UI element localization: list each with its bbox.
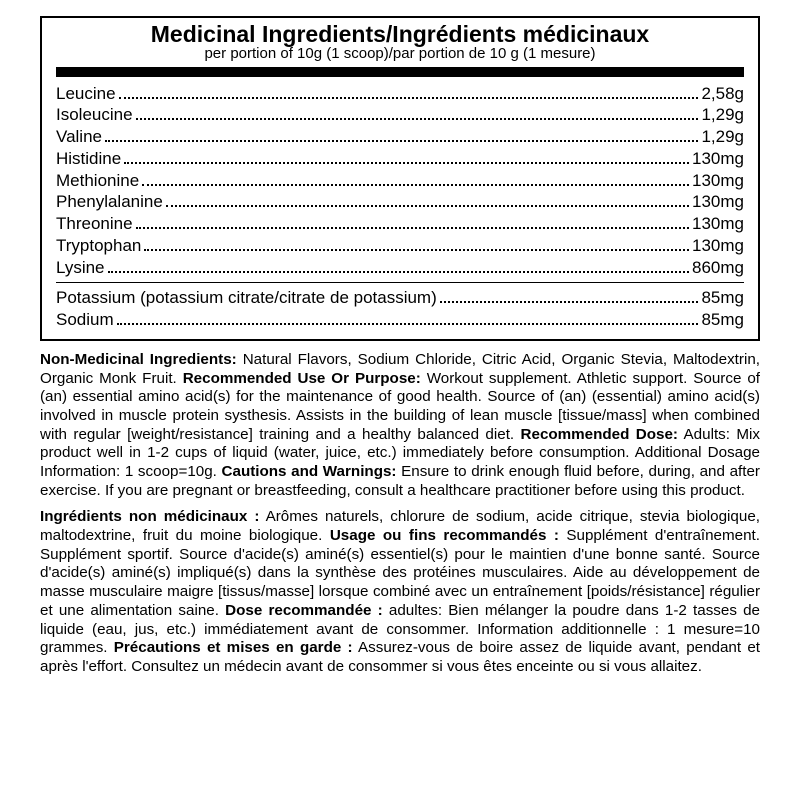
leader-dots <box>117 323 699 325</box>
ingredient-name: Threonine <box>56 213 133 235</box>
ingredient-name: Potassium (potassium citrate/citrate de … <box>56 287 437 309</box>
leader-dots <box>124 162 689 164</box>
ingredient-group-2: Potassium (potassium citrate/citrate de … <box>56 287 744 331</box>
ingredient-group-1: Leucine 2,58gIsoleucine 1,29gValine 1,29… <box>56 83 744 279</box>
ingredient-name: Sodium <box>56 309 114 331</box>
ingredients-panel: Medicinal Ingredients/Ingrédients médici… <box>40 16 760 341</box>
divider-thick <box>56 67 744 77</box>
ingredient-name: Leucine <box>56 83 116 105</box>
ingredient-row: Potassium (potassium citrate/citrate de … <box>56 287 744 309</box>
ingredient-value: 130mg <box>692 148 744 170</box>
ingredient-value: 1,29g <box>701 126 744 148</box>
ingredient-name: Isoleucine <box>56 104 133 126</box>
heading-dose-en: Recommended Dose: <box>521 426 678 443</box>
ingredient-name: Lysine <box>56 257 105 279</box>
leader-dots <box>136 118 699 120</box>
leader-dots <box>119 97 699 99</box>
leader-dots <box>166 205 689 207</box>
ingredient-value: 130mg <box>692 170 744 192</box>
ingredient-row: Tryptophan 130mg <box>56 235 744 257</box>
leader-dots <box>136 227 689 229</box>
ingredient-row: Methionine 130mg <box>56 170 744 192</box>
panel-subtitle: per portion of 10g (1 scoop)/par portion… <box>56 46 744 63</box>
ingredient-row: Sodium 85mg <box>56 309 744 331</box>
ingredient-value: 2,58g <box>701 83 744 105</box>
heading-warn-fr: Précautions et mises en garde : <box>114 639 353 656</box>
heading-use-en: Recommended Use Or Purpose: <box>183 370 421 387</box>
panel-title: Medicinal Ingredients/Ingrédients médici… <box>56 22 744 46</box>
paragraph-english: Non-Medicinal Ingredients: Natural Flavo… <box>40 351 760 501</box>
ingredient-row: Phenylalanine 130mg <box>56 191 744 213</box>
ingredient-name: Phenylalanine <box>56 191 163 213</box>
leader-dots <box>144 249 689 251</box>
leader-dots <box>105 140 698 142</box>
ingredient-value: 85mg <box>701 309 744 331</box>
ingredient-value: 130mg <box>692 191 744 213</box>
leader-dots <box>440 301 699 303</box>
ingredient-name: Histidine <box>56 148 121 170</box>
ingredient-row: Threonine 130mg <box>56 213 744 235</box>
ingredient-row: Isoleucine 1,29g <box>56 104 744 126</box>
ingredient-value: 1,29g <box>701 104 744 126</box>
ingredient-value: 860mg <box>692 257 744 279</box>
ingredient-value: 130mg <box>692 235 744 257</box>
heading-dose-fr: Dose recommandée : <box>225 602 383 619</box>
heading-nonmedicinal-fr: Ingrédients non médicinaux : <box>40 508 259 525</box>
heading-warn-en: Cautions and Warnings: <box>222 463 397 480</box>
ingredient-row: Leucine 2,58g <box>56 83 744 105</box>
ingredient-name: Tryptophan <box>56 235 141 257</box>
divider-thin <box>56 282 744 283</box>
ingredient-name: Methionine <box>56 170 139 192</box>
ingredient-value: 85mg <box>701 287 744 309</box>
leader-dots <box>108 271 690 273</box>
ingredient-row: Histidine 130mg <box>56 148 744 170</box>
heading-nonmedicinal-en: Non-Medicinal Ingredients: <box>40 351 237 368</box>
paragraph-french: Ingrédients non médicinaux : Arômes natu… <box>40 508 760 676</box>
ingredient-row: Valine 1,29g <box>56 126 744 148</box>
ingredient-name: Valine <box>56 126 102 148</box>
ingredient-value: 130mg <box>692 213 744 235</box>
heading-use-fr: Usage ou fins recommandés : <box>330 527 559 544</box>
ingredient-row: Lysine 860mg <box>56 257 744 279</box>
leader-dots <box>142 184 689 186</box>
